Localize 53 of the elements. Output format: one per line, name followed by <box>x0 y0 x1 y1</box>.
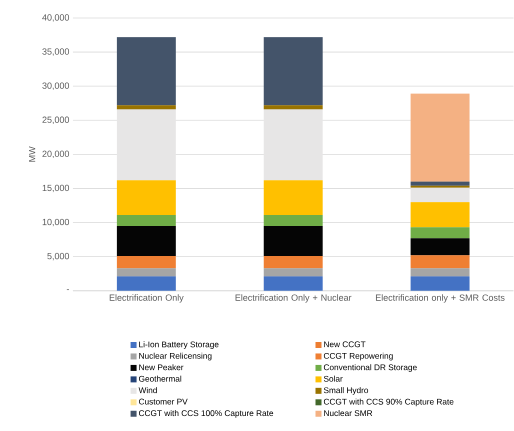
legend-label: Solar <box>324 376 343 382</box>
bar <box>410 188 470 202</box>
bar <box>264 256 323 268</box>
bar <box>264 226 323 256</box>
bar <box>116 276 176 291</box>
bar <box>410 94 470 182</box>
y-tick-label: 30,000 <box>42 82 70 90</box>
legend-label: Nuclear SMR <box>324 410 372 416</box>
bar <box>116 256 176 268</box>
bar <box>264 110 323 180</box>
legend-label: CCGT with CCS 100% Capture Rate <box>138 410 274 418</box>
y-tick-label: 5,000 <box>47 253 70 261</box>
bar <box>264 105 323 110</box>
bar <box>264 215 323 226</box>
y-tick-label: 35,000 <box>42 48 70 56</box>
bar <box>116 226 176 256</box>
bar <box>264 37 323 106</box>
bar <box>410 268 470 277</box>
bar <box>264 180 323 216</box>
bar <box>116 215 176 226</box>
legend-label: New Peaker <box>139 364 184 370</box>
y-axis-title: MW <box>29 146 36 162</box>
bar <box>410 238 470 256</box>
bar <box>410 276 470 291</box>
legend-label: Wind <box>138 387 157 394</box>
x-tick-label: Electrification Only <box>110 294 184 303</box>
bar <box>264 276 323 291</box>
bar <box>116 180 176 216</box>
legend-label: New CCGT <box>324 342 366 348</box>
legend-label: Li-Ion Battery Storage <box>139 341 219 350</box>
legend-label: Small Hydro <box>324 387 368 396</box>
legend-label: Conventional DR Storage <box>324 364 417 372</box>
y-tick-label: 10,000 <box>42 219 70 226</box>
y-tick-label: 20,000 <box>42 150 70 158</box>
bar <box>410 182 470 186</box>
legend-label: Nuclear Relicensing <box>139 352 212 361</box>
bar <box>410 228 470 238</box>
bar <box>264 268 323 277</box>
legend-label: Geothermal <box>138 376 182 382</box>
legend-label: CCGT with CCS 90% Capture Rate <box>324 398 454 406</box>
x-tick-label: Electrification Only + Nuclear <box>236 294 352 303</box>
legend-label: CCGT Repowering <box>324 352 393 361</box>
y-tick-label: 25,000 <box>42 116 70 124</box>
legend-label: Customer PV <box>138 398 188 405</box>
x-tick-label: Electrification only + SMR Costs <box>376 294 505 303</box>
bar <box>410 202 470 228</box>
bar <box>116 105 176 110</box>
bar <box>116 268 176 277</box>
bar <box>410 255 470 268</box>
y-tick-label: 40,000 <box>42 14 70 22</box>
bar <box>116 37 176 106</box>
y-tick-label: 15,000 <box>42 184 70 192</box>
bar <box>116 110 176 180</box>
